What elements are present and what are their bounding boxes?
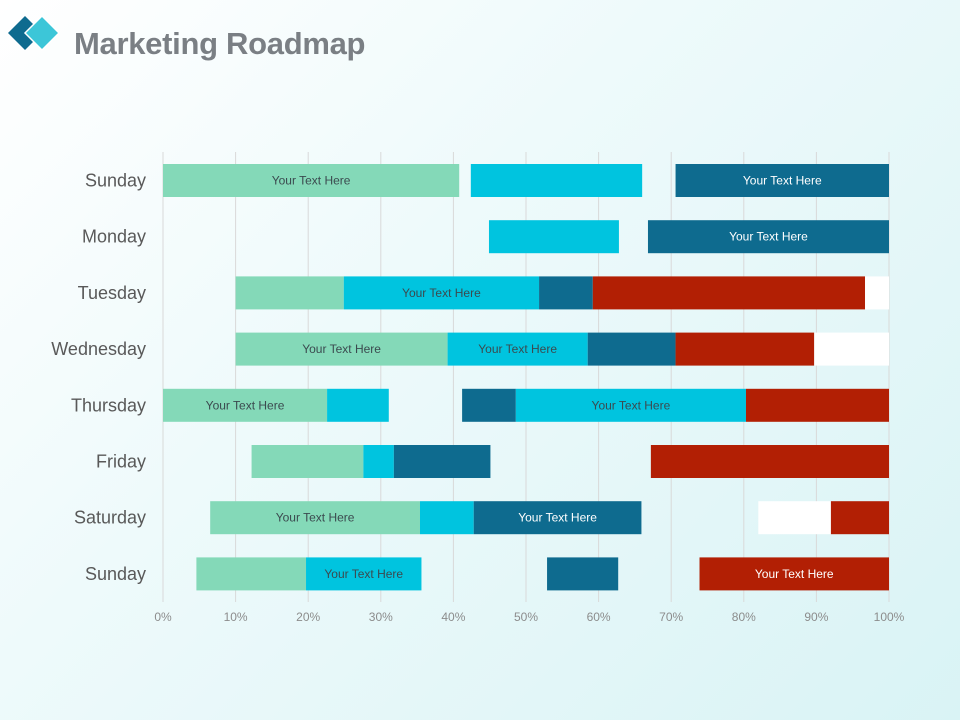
bar-segment <box>865 276 889 310</box>
bar-segment <box>488 220 619 254</box>
x-tick-label: 100% <box>874 610 905 624</box>
bar-segment <box>515 388 746 422</box>
bar-segment <box>758 501 831 535</box>
bar-segment <box>539 276 593 310</box>
bar-segment <box>393 445 491 478</box>
bar-data-label: Your Text Here <box>206 398 285 412</box>
bar-data-label: Your Text Here <box>518 511 597 525</box>
page-title: Marketing Roadmap <box>74 26 366 61</box>
bar-segment <box>251 445 364 478</box>
bar-data-label: Your Text Here <box>402 286 481 300</box>
x-tick-label: 90% <box>804 610 828 624</box>
bar-segment <box>675 164 889 197</box>
bar-data-label: Your Text Here <box>272 174 351 188</box>
diamond-logo-icon <box>8 14 61 52</box>
x-tick-label: 30% <box>369 610 393 624</box>
x-tick-label: 0% <box>154 610 172 624</box>
bar-segment <box>163 164 460 197</box>
bar-data-label: Your Text Here <box>743 174 822 188</box>
bar-segment <box>447 332 588 366</box>
bar-segment <box>235 276 344 310</box>
bar-data-label: Your Text Here <box>324 567 403 581</box>
bar-segment <box>163 388 328 422</box>
x-tick-label: 10% <box>224 610 248 624</box>
x-tick-label: 60% <box>587 610 611 624</box>
x-tick-label: 40% <box>441 610 465 624</box>
bar-segment <box>699 557 889 591</box>
bar-data-label: Your Text Here <box>729 230 808 244</box>
category-label: Tuesday <box>78 283 146 303</box>
bar-data-label: Your Text Here <box>755 567 834 581</box>
bar-segment <box>363 445 394 478</box>
bar-segment <box>745 388 889 422</box>
bar-segment <box>547 557 619 591</box>
bar-data-label: Your Text Here <box>478 342 557 356</box>
x-tick-label: 70% <box>659 610 683 624</box>
bar-segment <box>830 501 889 535</box>
bar-segment <box>235 332 448 366</box>
bar-segment <box>587 332 676 366</box>
bar-data-label: Your Text Here <box>592 398 671 412</box>
x-tick-label: 50% <box>514 610 538 624</box>
bar-segment <box>306 557 422 591</box>
bar-data-label: Your Text Here <box>276 511 355 525</box>
bar-segment <box>592 276 866 310</box>
bar-data-label: Your Text Here <box>302 342 381 356</box>
category-label: Friday <box>96 452 146 472</box>
category-label: Saturday <box>74 508 146 528</box>
x-tick-label: 80% <box>732 610 756 624</box>
bar-segment <box>420 501 474 535</box>
bar-segment <box>210 501 421 535</box>
category-label: Wednesday <box>51 339 146 359</box>
bar-segment <box>470 164 643 197</box>
category-label: Thursday <box>71 395 146 415</box>
bar-segment <box>675 332 815 366</box>
bar-segment <box>647 220 889 254</box>
bar-segment <box>327 388 389 422</box>
bar-segment <box>196 557 307 591</box>
x-tick-label: 20% <box>296 610 320 624</box>
slide-header: Marketing Roadmap <box>8 12 608 61</box>
bar-segment <box>650 445 889 478</box>
bar-segment <box>473 501 642 535</box>
bar-segment <box>814 332 889 366</box>
bar-segment <box>462 388 516 422</box>
category-label: Sunday <box>85 171 146 191</box>
category-label: Sunday <box>85 564 146 584</box>
bar-segment <box>343 276 540 310</box>
category-label: Monday <box>82 227 146 247</box>
